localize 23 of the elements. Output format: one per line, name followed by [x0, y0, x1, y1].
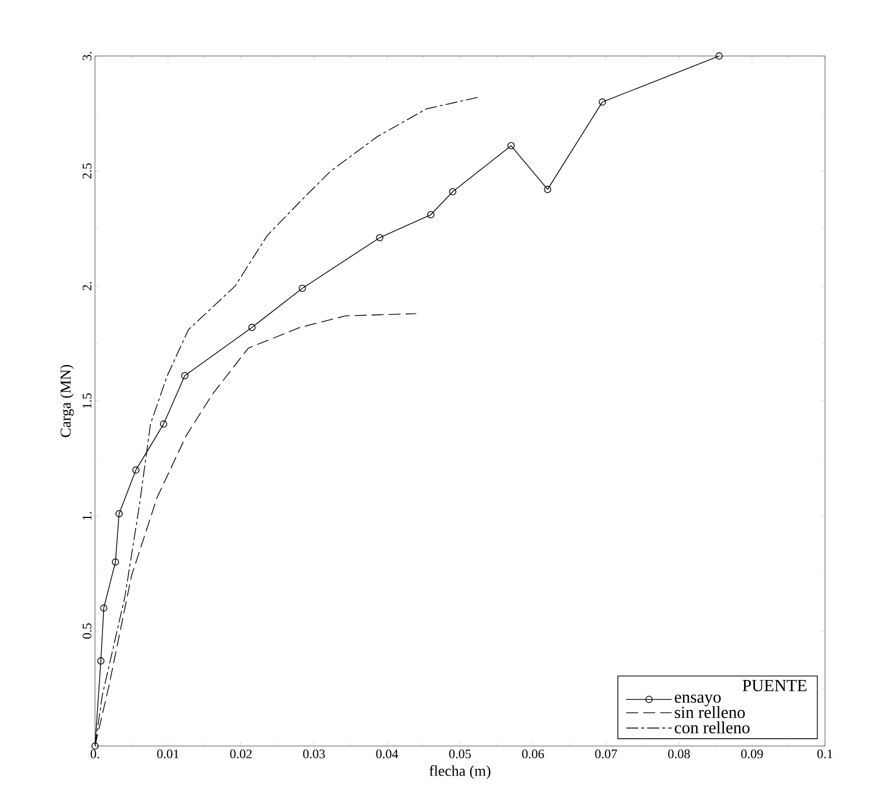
legend-label: ensayo: [674, 694, 721, 706]
x-tick-label: 0.08: [668, 750, 690, 758]
x-tick-label: 0.03: [303, 750, 325, 758]
x-tick-label: 0.: [90, 750, 100, 758]
y-tick-label: 3.: [82, 52, 92, 60]
y-tick-label: 1.5: [82, 393, 92, 408]
legend-label: sin relleno: [674, 706, 745, 718]
legend-label: con relleno: [674, 721, 750, 734]
x-tick-label: 0.1: [817, 750, 832, 758]
legend-title: PUENTE: [742, 680, 806, 692]
x-tick-label: 0.06: [522, 750, 544, 758]
y-tick-label: 2.: [82, 282, 92, 290]
y-tick-label: 2.5: [82, 163, 92, 179]
x-tick-label: 0.04: [376, 750, 398, 758]
x-tick-label: 0.02: [230, 750, 252, 758]
y-axis-title: Carga (MN): [60, 364, 74, 438]
x-tick-label: 0.05: [449, 750, 471, 758]
x-tick-label: 0.07: [595, 750, 618, 758]
x-tick-label: 0.09: [741, 750, 763, 758]
y-tick-label: 1.: [82, 512, 92, 520]
x-tick-label: 0.01: [157, 750, 179, 758]
y-tick-label: 0.5: [82, 623, 92, 639]
x-axis-title: flecha (m): [429, 765, 490, 779]
